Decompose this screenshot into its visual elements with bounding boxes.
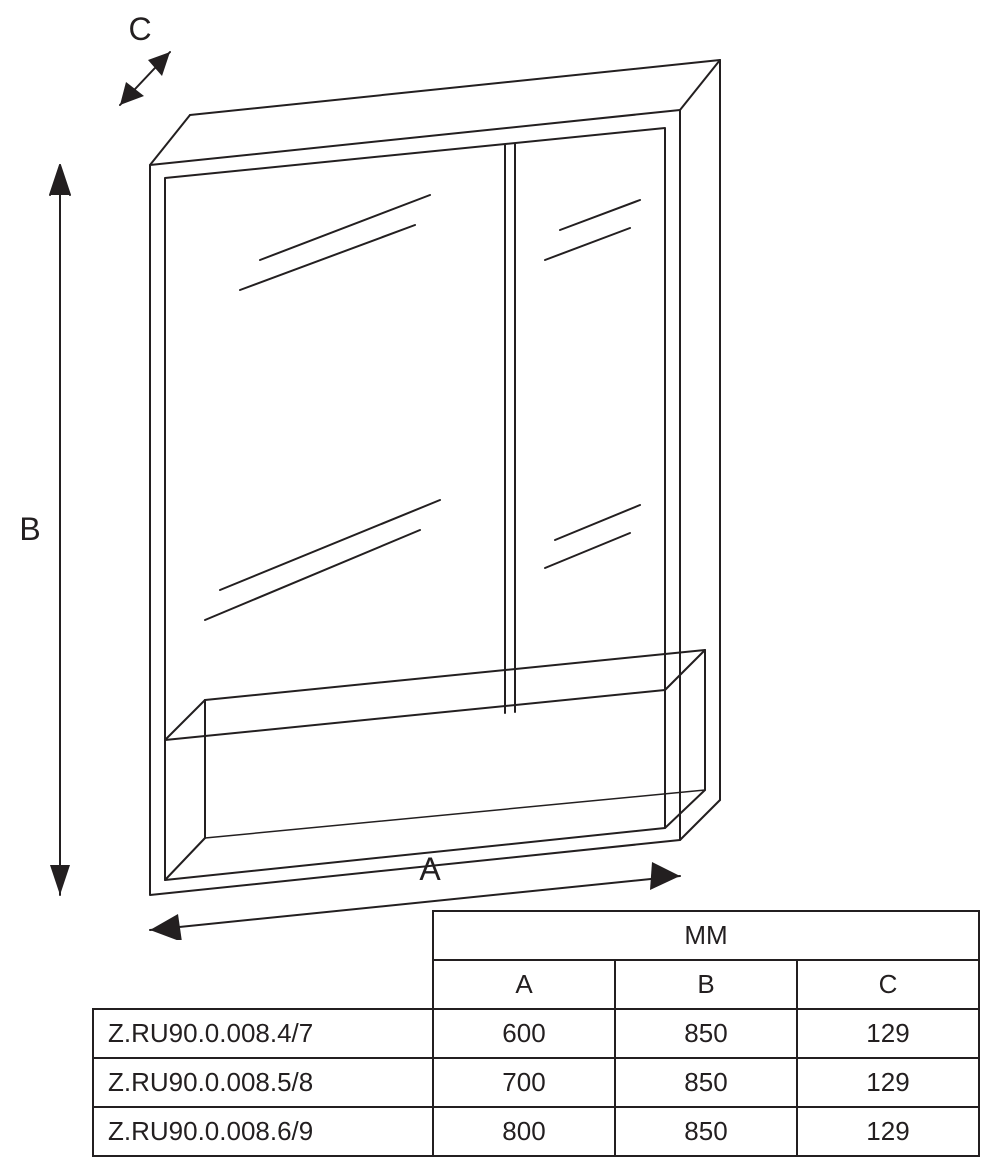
val-cell: 700 (433, 1058, 615, 1107)
val-cell: 129 (797, 1058, 979, 1107)
table-row: Z.RU90.0.008.5/8 700 850 129 (93, 1058, 979, 1107)
model-cell: Z.RU90.0.008.5/8 (93, 1058, 433, 1107)
dim-label-b: B (19, 511, 40, 547)
val-cell: 600 (433, 1009, 615, 1058)
dimensions-table: MM A B C Z.RU90.0.008.4/7 600 850 129 Z.… (92, 910, 980, 1157)
val-cell: 129 (797, 1009, 979, 1058)
col-b: B (615, 960, 797, 1009)
table-header-cols: A B C (93, 960, 979, 1009)
dim-label-a: A (419, 851, 441, 887)
dim-label-c: C (128, 11, 151, 47)
table-row: Z.RU90.0.008.4/7 600 850 129 (93, 1009, 979, 1058)
col-a: A (433, 960, 615, 1009)
cabinet-drawing: B A C (0, 0, 1000, 940)
val-cell: 800 (433, 1107, 615, 1156)
val-cell: 850 (615, 1107, 797, 1156)
unit-header: MM (433, 911, 979, 960)
table-header-unit: MM (93, 911, 979, 960)
col-c: C (797, 960, 979, 1009)
table-row: Z.RU90.0.008.6/9 800 850 129 (93, 1107, 979, 1156)
model-cell: Z.RU90.0.008.4/7 (93, 1009, 433, 1058)
val-cell: 129 (797, 1107, 979, 1156)
model-cell: Z.RU90.0.008.6/9 (93, 1107, 433, 1156)
val-cell: 850 (615, 1009, 797, 1058)
val-cell: 850 (615, 1058, 797, 1107)
